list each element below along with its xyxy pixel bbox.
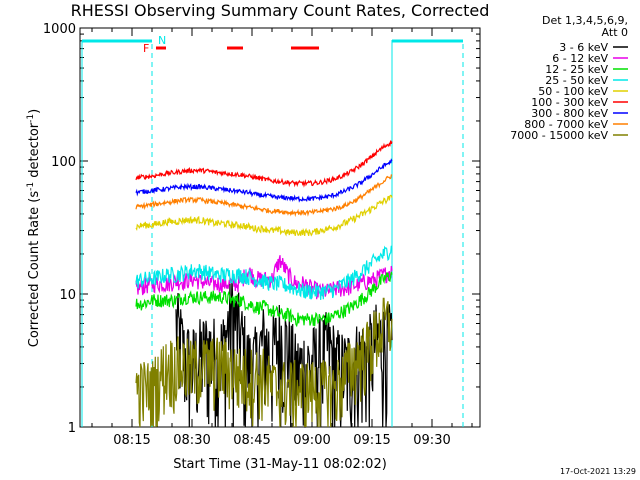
x-tick-label: 08:15 bbox=[113, 433, 150, 448]
series-line-7 bbox=[135, 174, 393, 218]
y-axis-label: Corrected Count Rate (s-1 detector-1) bbox=[26, 109, 42, 347]
x-tick-label: 09:30 bbox=[413, 433, 450, 448]
series-line-5 bbox=[135, 140, 393, 188]
legend-entry-label: 800 - 7000 keV bbox=[524, 118, 608, 131]
y-axis-label-mid: detector bbox=[27, 122, 42, 182]
y-axis-label-end: ) bbox=[27, 109, 42, 114]
series-line-6 bbox=[135, 158, 393, 203]
x-tick-label: 08:30 bbox=[173, 433, 210, 448]
flag-f-label: F bbox=[143, 42, 149, 55]
y-tick-label: 1000 bbox=[43, 22, 76, 37]
x-tick-label: 09:00 bbox=[293, 433, 330, 448]
attenuator-markers: F N bbox=[81, 34, 464, 427]
x-axis-ticks: 08:15 08:30 08:45 09:00 09:15 09:30 bbox=[91, 28, 473, 448]
legend-entry-label: 3 - 6 keV bbox=[559, 41, 608, 54]
legend-entry-label: 7000 - 15000 keV bbox=[510, 129, 608, 142]
chart-title: RHESSI Observing Summary Count Rates, Co… bbox=[71, 1, 490, 20]
series-line-8 bbox=[135, 297, 393, 428]
y-axis-label-main: Corrected Count Rate (s bbox=[27, 191, 42, 348]
legend-entry-label: 25 - 50 keV bbox=[545, 74, 608, 87]
legend-header-2: Att 0 bbox=[602, 26, 628, 39]
legend-header-1: Det 1,3,4,5,6,9, bbox=[542, 14, 628, 27]
x-axis-label: Start Time (31-May-11 08:02:02) bbox=[173, 457, 387, 472]
timestamp: 17-Oct-2021 13:29 bbox=[560, 467, 636, 476]
y-axis-label-sup2: -1 bbox=[26, 114, 36, 123]
flag-n-label: N bbox=[158, 34, 166, 47]
legend-entry-label: 100 - 300 keV bbox=[531, 96, 608, 109]
y-tick-label: 100 bbox=[51, 155, 76, 170]
series-line-2 bbox=[135, 271, 393, 328]
series-line-3 bbox=[135, 245, 393, 301]
series-line-4 bbox=[135, 194, 393, 237]
legend-entry-label: 300 - 800 keV bbox=[531, 107, 608, 120]
legend-entry-label: 50 - 100 keV bbox=[538, 85, 608, 98]
x-tick-label: 08:45 bbox=[233, 433, 270, 448]
legend-entry-label: 12 - 25 keV bbox=[545, 63, 608, 76]
x-tick-label: 09:15 bbox=[353, 433, 390, 448]
y-axis-label-sup1: -1 bbox=[26, 182, 36, 191]
data-series bbox=[135, 140, 393, 428]
y-axis-ticks: 1 10 100 1000 bbox=[43, 22, 480, 436]
legend-entry-label: 6 - 12 keV bbox=[552, 52, 608, 65]
y-tick-label: 10 bbox=[59, 288, 76, 303]
y-tick-label: 1 bbox=[68, 421, 76, 436]
